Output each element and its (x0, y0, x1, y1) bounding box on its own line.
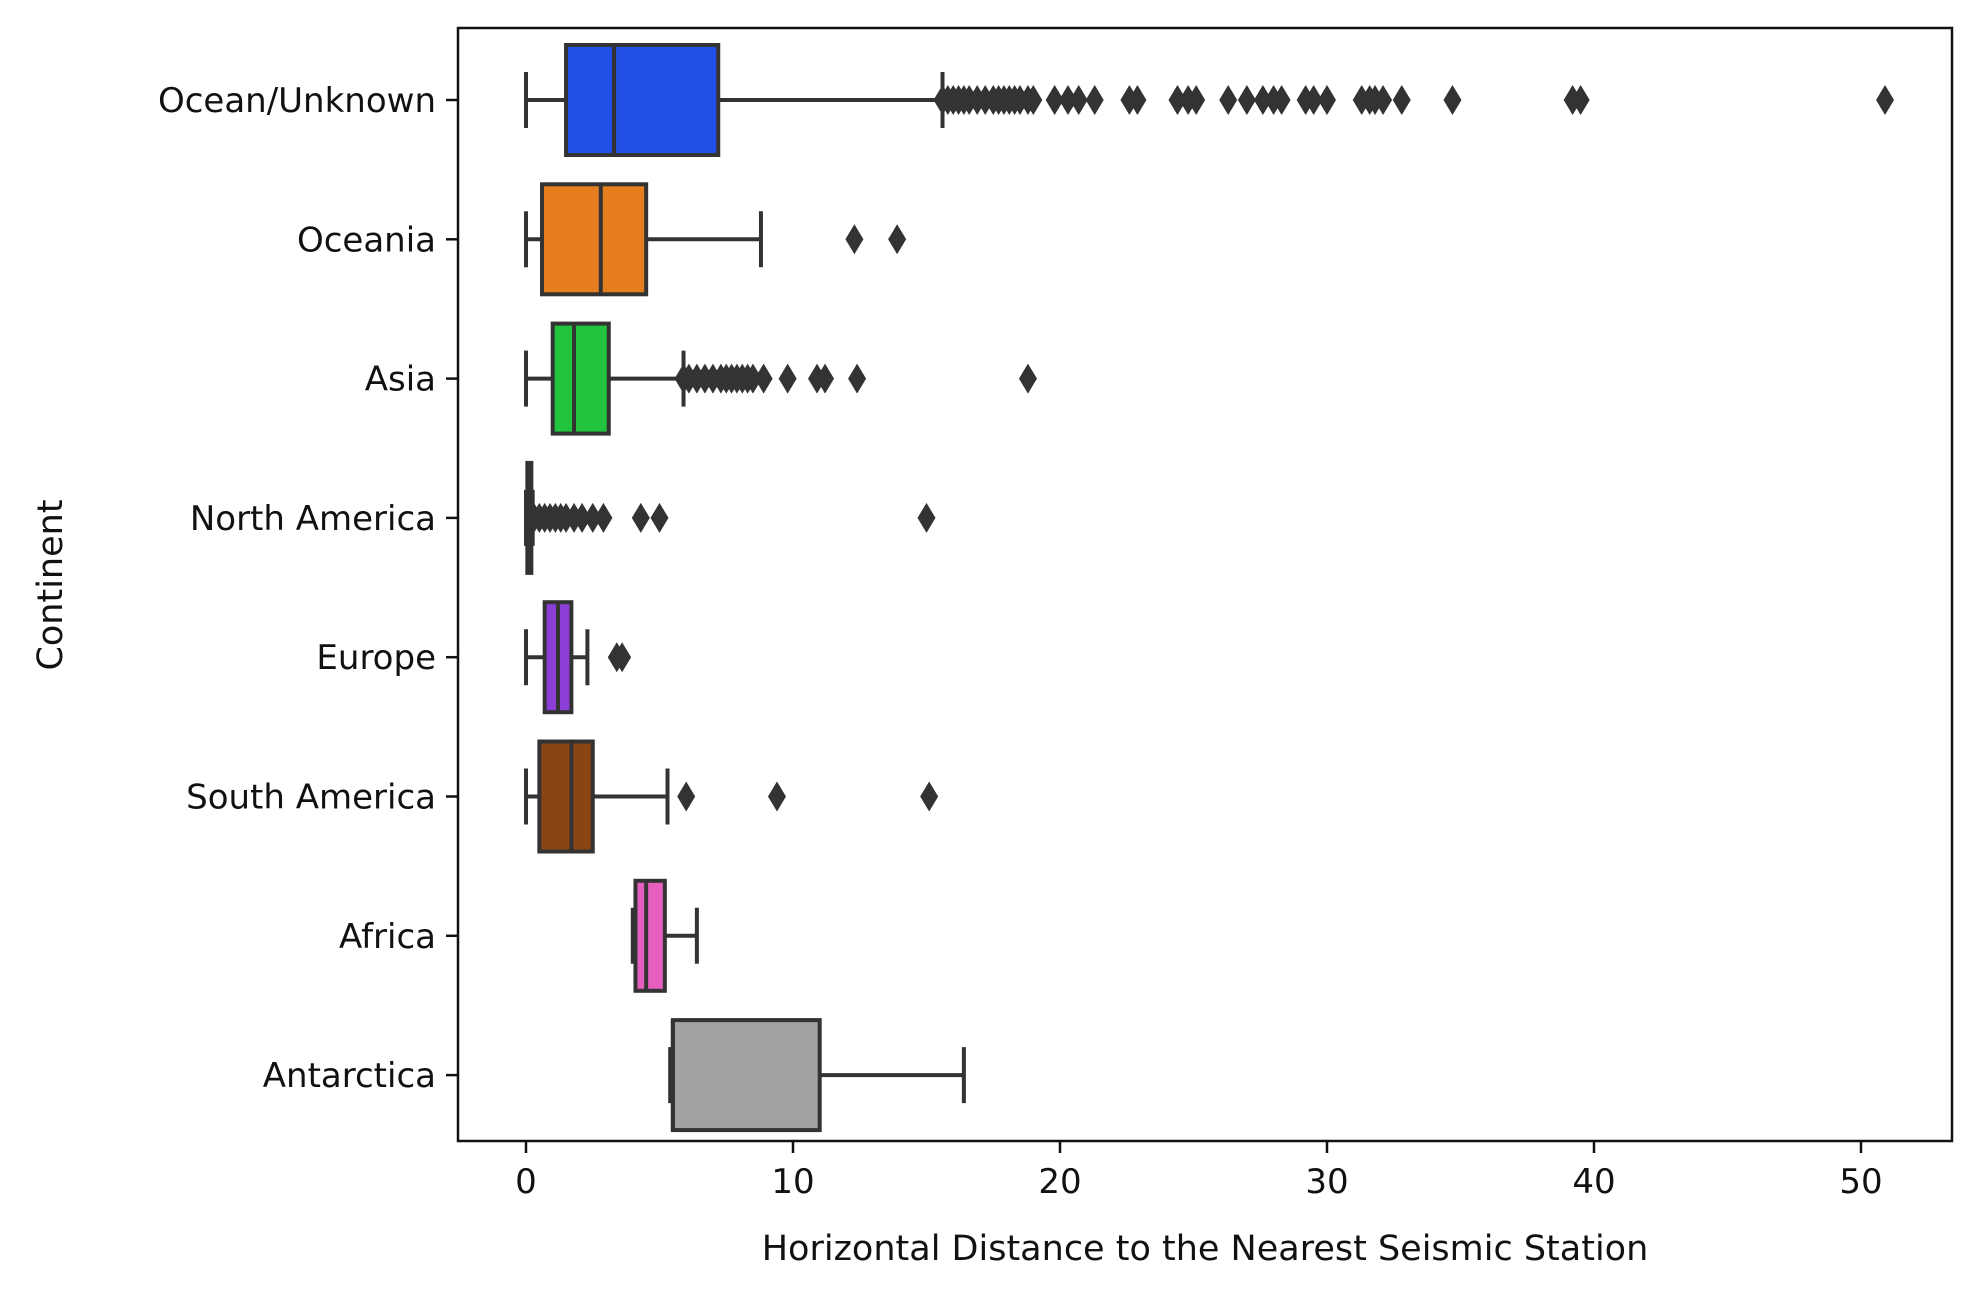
y-tick-label: North America (190, 499, 436, 539)
box-iqr (540, 182, 649, 297)
box-oceania (524, 182, 907, 297)
outlier-point (920, 781, 939, 812)
x-tick-label: 30 (1305, 1162, 1348, 1202)
outlier-point (1059, 85, 1078, 115)
box-africa (630, 878, 699, 993)
outlier-point (1253, 85, 1272, 115)
outlier-point (1219, 85, 1238, 115)
outlier-point (613, 642, 632, 673)
y-tick-label: Antarctica (263, 1056, 436, 1096)
plot-area (456, 26, 1954, 1143)
box-iqr (550, 321, 611, 436)
y-tick-label: Europe (316, 638, 436, 678)
outlier-point (917, 502, 936, 533)
outlier-point (754, 363, 773, 394)
outlier-point (1392, 85, 1411, 115)
x-tick-label: 10 (771, 1162, 814, 1202)
outlier-point (778, 363, 797, 394)
outlier-point (1272, 85, 1291, 115)
y-tick-label: Africa (339, 917, 436, 957)
box-iqr (633, 878, 667, 993)
outlier-point (1374, 85, 1393, 115)
box-north-america (524, 460, 936, 575)
box-ocean-unknown (524, 43, 1895, 157)
y-tick-label: Asia (365, 360, 436, 400)
y-tick-label: Oceania (297, 220, 436, 260)
box-iqr (670, 1018, 822, 1133)
outlier-point (767, 781, 786, 812)
outlier-point (1237, 85, 1256, 115)
box-antarctica (668, 1018, 966, 1133)
y-tick-label: South America (186, 778, 436, 818)
outlier-point (1443, 85, 1462, 115)
outlier-point (1318, 85, 1336, 115)
outlier-point (1085, 85, 1104, 115)
y-axis-label: Continent (31, 499, 71, 670)
outlier-point (743, 363, 762, 394)
outlier-point (1168, 85, 1187, 115)
outlier-point (1024, 85, 1043, 115)
outlier-point (1018, 363, 1037, 394)
outlier-point (573, 502, 592, 533)
box-group (524, 43, 1895, 1133)
y-axis-ticks: Ocean/Unknown Oceania Asia North America Eur… (158, 81, 458, 1096)
outlier-point (631, 502, 650, 533)
x-axis-label: Horizontal Distance to the Nearest Seism… (762, 1229, 1649, 1269)
outlier-point (583, 502, 602, 533)
box-europe (524, 600, 632, 715)
outlier-point (1571, 85, 1590, 115)
outlier-point (845, 224, 864, 255)
outlier-point (816, 363, 835, 394)
x-tick-label: 20 (1038, 1162, 1081, 1202)
box-iqr (537, 739, 595, 854)
outlier-point (1187, 85, 1206, 115)
outlier-point (650, 502, 669, 533)
x-tick-label: 40 (1572, 1162, 1615, 1202)
outlier-point (1128, 85, 1147, 115)
box-iqr (564, 43, 721, 157)
outlier-point (677, 781, 696, 812)
outlier-point (594, 502, 613, 533)
outlier-point (848, 363, 867, 394)
x-tick-label: 0 (515, 1162, 537, 1202)
y-tick-label: Ocean/Unknown (158, 81, 436, 121)
x-tick-label: 50 (1839, 1162, 1882, 1202)
box-asia (524, 321, 1037, 436)
outlier-point (888, 224, 907, 255)
box-south-america (524, 739, 939, 854)
outlier-point (1876, 85, 1895, 115)
outlier-point (1045, 85, 1064, 115)
x-axis-ticks: 0 10 20 30 40 50 (515, 1141, 1883, 1202)
outlier-point (1304, 85, 1323, 115)
outlier-point (1069, 85, 1088, 115)
